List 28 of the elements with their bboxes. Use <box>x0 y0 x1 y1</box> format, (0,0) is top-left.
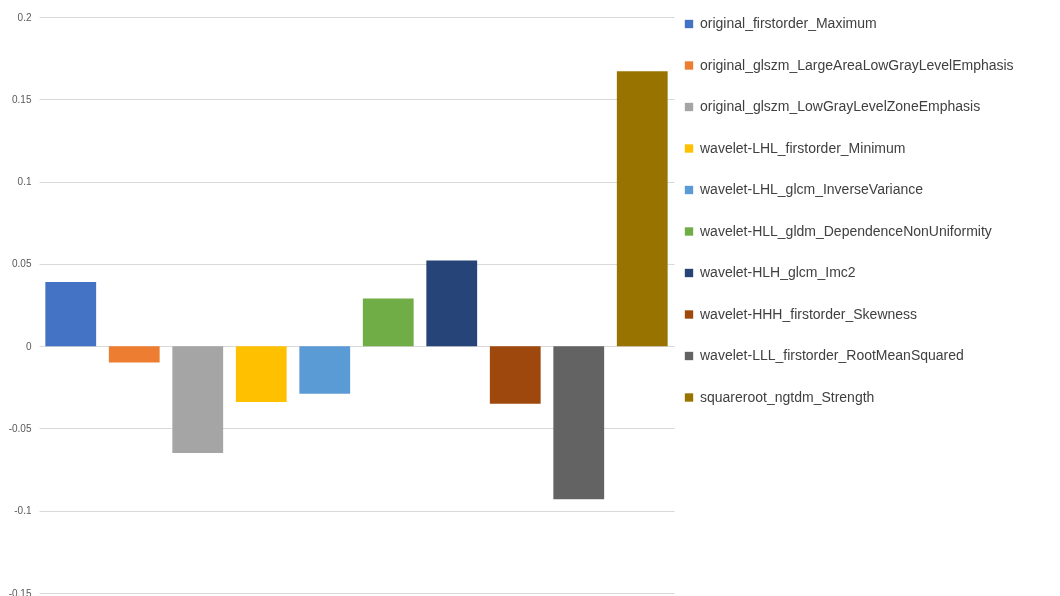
bar <box>45 281 97 347</box>
legend-label: wavelet-HLL_gldm_DependenceNonUniformity <box>699 222 992 239</box>
bar <box>172 346 224 454</box>
legend-label: wavelet-HHH_firstorder_Skewness <box>699 305 918 322</box>
y-tick-label: 0.2 <box>17 11 32 23</box>
legend-label: wavelet-LLL_firstorder_RootMeanSquared <box>699 347 964 363</box>
legend-label: original_firstorder_Maximum <box>700 15 877 31</box>
y-tick-label: 0.1 <box>17 176 32 188</box>
bar <box>553 346 605 500</box>
legend-label: squareroot_ngtdm_Strength <box>700 388 875 405</box>
y-tick-label: 0 <box>25 340 32 352</box>
y-tick-label: -0.1 <box>14 505 32 517</box>
bar <box>362 298 414 347</box>
bar <box>616 71 668 347</box>
legend-label: wavelet-HLH_glcm_Imc2 <box>699 264 856 280</box>
y-tick-label: -0.05 <box>8 422 32 434</box>
bar <box>489 346 541 404</box>
y-tick-label: -0.15 <box>8 587 32 596</box>
legend-label: wavelet-LHL_firstorder_Minimum <box>699 139 906 156</box>
legend-label: original_glszm_LargeAreaLowGrayLevelEmphasis <box>700 56 1014 73</box>
y-tick-label: 0.15 <box>12 93 32 105</box>
bar <box>235 346 287 403</box>
legend-label: wavelet-LHL_glcm_InverseVariance <box>699 181 924 197</box>
y-tick-label: 0.05 <box>12 258 32 270</box>
legend-label: original_glszm_LowGrayLevelZoneEmphasis <box>700 98 981 114</box>
bar <box>426 260 478 347</box>
bar <box>299 346 351 394</box>
bar <box>108 346 160 363</box>
